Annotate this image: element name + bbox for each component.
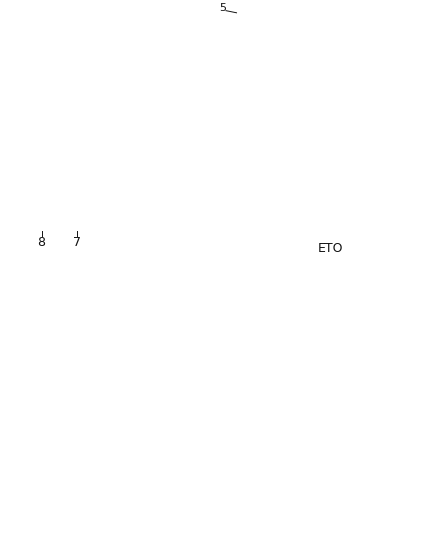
Text: 8: 8 — [38, 236, 46, 249]
Text: ETO: ETO — [318, 243, 343, 255]
Text: 7: 7 — [73, 236, 81, 249]
Text: 5: 5 — [219, 3, 226, 13]
